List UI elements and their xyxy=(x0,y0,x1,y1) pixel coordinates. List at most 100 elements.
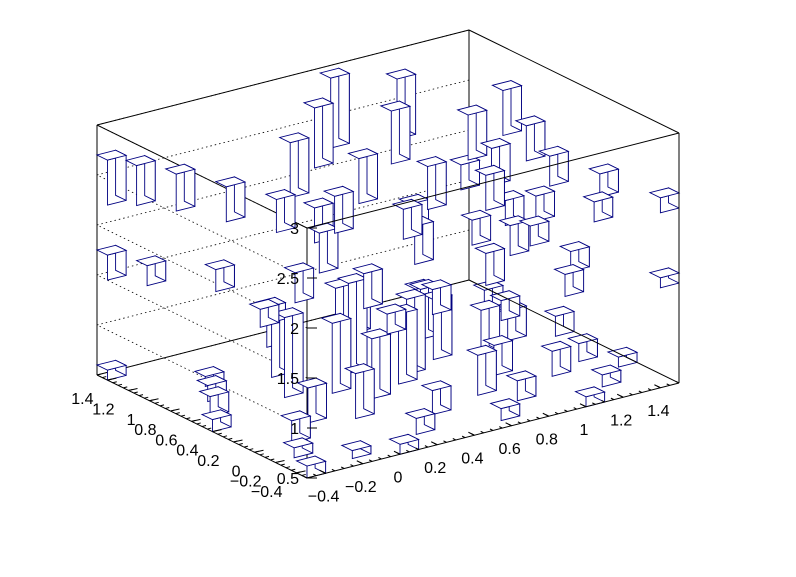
y-minor-tick xyxy=(301,473,306,476)
x-minor-tick xyxy=(517,421,522,424)
bar xyxy=(272,306,305,399)
y-tick-label: 0.2 xyxy=(197,453,219,470)
bar-top-face xyxy=(95,359,128,371)
bar-top-face xyxy=(518,215,551,227)
bar xyxy=(420,380,453,416)
bar-top-face xyxy=(415,156,448,167)
bar xyxy=(318,67,351,149)
bar xyxy=(203,259,236,293)
bar xyxy=(582,191,614,223)
bar-top-face xyxy=(283,262,315,274)
x-minor-tick xyxy=(340,466,345,469)
y-tick-label: 0.4 xyxy=(176,443,198,460)
x-minor-tick xyxy=(675,381,680,384)
y-minor-tick xyxy=(243,445,249,448)
bar xyxy=(296,377,328,424)
x-minor-tick xyxy=(322,471,326,474)
bar-top-face xyxy=(537,145,570,157)
bar-top-face xyxy=(558,241,591,252)
bar xyxy=(264,188,297,234)
bar-top-face xyxy=(648,187,681,199)
x-minor-tick xyxy=(564,409,568,412)
y-minor-tick xyxy=(291,468,296,471)
x-minor-tick xyxy=(526,419,531,422)
bar xyxy=(558,240,591,273)
x-minor-tick xyxy=(387,454,391,458)
frame-front-edges xyxy=(306,29,680,479)
bar-top-face xyxy=(469,299,501,311)
bar xyxy=(279,410,312,444)
bar xyxy=(474,242,506,286)
bar xyxy=(456,104,488,161)
x-tick-label: 1 xyxy=(580,422,589,439)
z-tick-label: 1.5 xyxy=(277,371,299,388)
bar xyxy=(343,362,376,420)
y-minor-tick xyxy=(191,419,196,422)
x-minor-tick xyxy=(406,449,410,453)
bar-top-face xyxy=(279,410,312,422)
bar xyxy=(420,279,453,316)
bar xyxy=(200,409,233,433)
bar-top-face xyxy=(460,209,492,221)
x-minor-tick xyxy=(536,416,540,420)
y-minor-tick xyxy=(133,391,138,394)
y-minor-tick xyxy=(264,455,270,458)
x-tick-label: 0.2 xyxy=(424,460,446,477)
y-minor-tick xyxy=(112,381,117,384)
bar-side-face xyxy=(398,100,411,161)
bar-top-face xyxy=(295,455,327,467)
bar xyxy=(588,163,620,198)
bar xyxy=(514,115,547,162)
bar xyxy=(347,147,379,205)
x-minor-tick xyxy=(471,433,475,436)
x-minor-tick xyxy=(582,404,587,408)
x-minor-tick xyxy=(461,435,466,439)
x-minor-tick xyxy=(452,438,457,441)
x-minor-tick xyxy=(592,402,596,405)
y-minor-tick xyxy=(254,450,259,453)
x-tick-label: −0.4 xyxy=(308,488,340,505)
bar-top-face xyxy=(388,433,420,445)
bar-side-face xyxy=(379,328,391,395)
bar-top-face xyxy=(320,312,353,324)
x-tick-label: −0.2 xyxy=(345,479,377,496)
x-minor-tick xyxy=(378,457,382,460)
y-minor-tick xyxy=(259,453,264,456)
x-minor-tick xyxy=(433,442,438,446)
x-minor-tick xyxy=(573,407,577,410)
x-minor-tick xyxy=(499,426,503,429)
y-tick-label: 1.4 xyxy=(71,391,93,408)
bar-top-face xyxy=(606,346,639,358)
bar-top-face xyxy=(391,198,424,210)
frame-edge xyxy=(468,279,680,384)
bar-top-face xyxy=(553,264,585,275)
bar-top-face xyxy=(198,386,230,398)
bar-top-face xyxy=(340,440,373,452)
y-minor-tick xyxy=(128,388,133,391)
frame-edge xyxy=(96,29,470,126)
z-gridline-back-wall xyxy=(96,229,470,326)
bar-top-face xyxy=(491,80,523,91)
y-minor-tick xyxy=(228,437,233,440)
bar-top-face xyxy=(318,67,351,79)
bar-top-face xyxy=(489,398,521,410)
bar xyxy=(302,97,335,169)
bar-top-face xyxy=(514,115,547,127)
bar xyxy=(474,164,506,211)
bar xyxy=(505,370,538,402)
y-minor-tick xyxy=(207,427,212,430)
bar-top-face xyxy=(203,259,236,271)
bar-top-face xyxy=(420,380,453,392)
y-minor-tick xyxy=(285,466,291,469)
bar-top-face xyxy=(248,298,281,310)
bar xyxy=(336,272,369,374)
bar xyxy=(567,332,599,363)
y-tick-label: −0.4 xyxy=(251,484,283,501)
bar xyxy=(543,305,576,337)
y-tick-label: 1.2 xyxy=(92,401,114,418)
bar xyxy=(164,163,197,212)
axis-layer: 0.511.522.53−0.4−0.200.20.40.60.811.21.4… xyxy=(71,221,680,505)
x-tick-label: 1.2 xyxy=(610,412,632,429)
y-minor-tick xyxy=(107,378,112,381)
